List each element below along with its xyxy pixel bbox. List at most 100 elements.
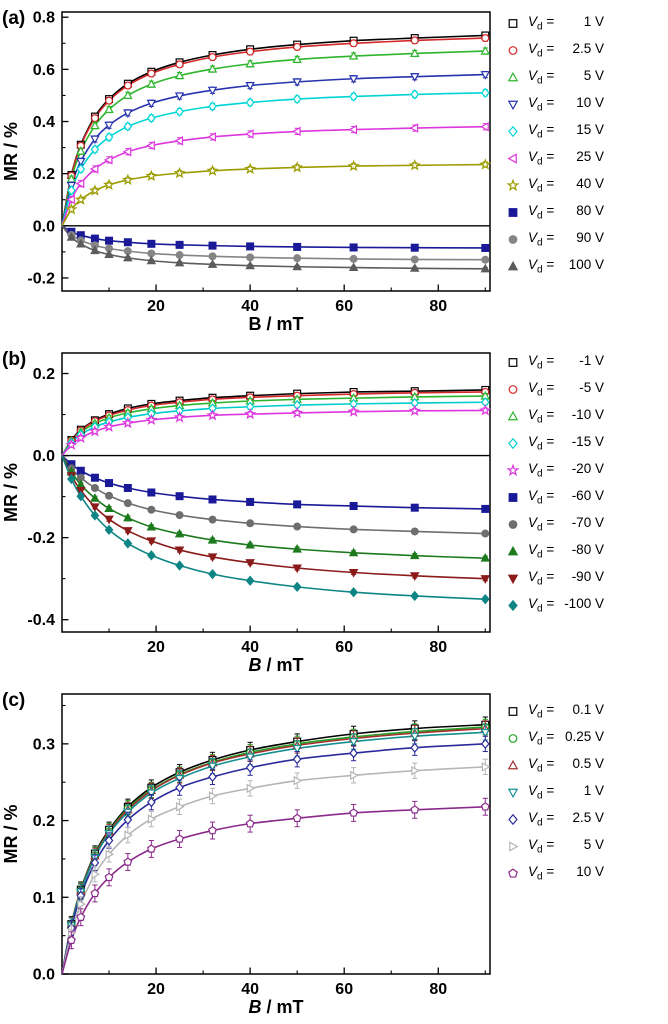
- triangle-up-marker: [207, 259, 218, 268]
- pentagon-marker: [104, 872, 114, 882]
- triangle-down-marker: [348, 569, 359, 578]
- legend-item: Vd = 1 V: [504, 10, 668, 37]
- diamond-marker: [104, 131, 114, 143]
- legend-label: Vd = 0.5 V: [528, 756, 604, 775]
- diamond-marker: [67, 185, 76, 196]
- legend-marker: [508, 707, 518, 716]
- triangle-up-marker: [104, 503, 114, 512]
- triangle-right-marker: [411, 765, 420, 776]
- triangle-up-marker: [174, 70, 185, 80]
- triangle-left-marker: [409, 123, 419, 133]
- diamond-marker: [147, 112, 156, 124]
- triangle-down-marker: [348, 75, 359, 84]
- pentagon-marker: [175, 834, 185, 843]
- legend-a: Vd = 1 V Vd = 2.5 V Vd = 5 V Vd = 10 V Vd = …: [498, 0, 668, 341]
- square-marker: [147, 488, 156, 497]
- star-marker: [74, 193, 87, 205]
- legend-item: Vd = -70 V: [504, 511, 668, 538]
- pentagon-legend-marker: [508, 868, 518, 878]
- legend-label: Vd = 0.1 V: [528, 702, 604, 721]
- triangle-right-marker: [293, 775, 303, 786]
- square-marker: [208, 241, 217, 250]
- legend-label: Vd = 1 V: [528, 14, 604, 33]
- triangle-left-marker: [480, 121, 489, 132]
- circle-marker: [246, 519, 255, 528]
- diamond-marker: [123, 814, 133, 825]
- pentagon-marker: [90, 888, 100, 898]
- triangle-down-marker: [207, 762, 218, 772]
- star-marker: [206, 164, 219, 176]
- star-legend-marker: [506, 463, 520, 477]
- legend-marker: [507, 153, 517, 164]
- triangle-down-marker: [207, 86, 218, 96]
- pentagon-marker: [208, 825, 217, 835]
- triangle-down-marker: [292, 78, 302, 88]
- x-tick-label: 20: [147, 639, 165, 656]
- triangle-left-marker: [122, 147, 132, 157]
- triangle-up-marker: [348, 262, 359, 272]
- triangle-left-marker: [292, 126, 301, 137]
- legend-label: Vd = 5 V: [528, 837, 604, 856]
- legend-marker: [508, 46, 518, 55]
- diamond-marker: [175, 782, 184, 793]
- circle-marker: [293, 522, 302, 531]
- diamond-marker: [292, 93, 302, 105]
- legend-marker: [507, 260, 519, 271]
- circle-marker: [410, 36, 419, 45]
- plot-c-wrap: 20 40 60 80 0.0 0.1 0.2 0.3 MR / % B / mT (c): [0, 682, 498, 1024]
- legend-marker: [506, 463, 520, 477]
- triangle-down-marker: [174, 546, 185, 556]
- legend-label: Vd = 40 V: [528, 176, 604, 195]
- triangle-down-marker: [76, 157, 86, 167]
- triangle-up-marker: [245, 539, 255, 549]
- square-marker: [246, 242, 255, 251]
- pentagon-marker: [245, 818, 255, 828]
- legend-label: Vd = 90 V: [528, 230, 604, 249]
- circle-marker: [90, 114, 99, 123]
- square-marker: [76, 466, 85, 475]
- star-marker: [173, 411, 186, 423]
- diamond-marker: [76, 163, 86, 175]
- plot-b-wrap: 20 40 60 80 -0.4 -0.2 0.0 0.2 MR / % B / mT (b): [0, 341, 498, 682]
- diamond-marker: [208, 568, 217, 580]
- series-line: [61, 455, 486, 535]
- circle-marker: [105, 491, 114, 500]
- square-marker: [123, 238, 132, 247]
- legend-label: Vd = 25 V: [528, 149, 604, 168]
- star-marker: [88, 184, 101, 196]
- plot-c-chart: 20 40 60 80 0.0 0.1 0.2 0.3 MR / % B / mT (c): [1, 690, 491, 1017]
- legend-marker: [507, 100, 519, 111]
- y-axis-label: MR / %: [1, 463, 21, 522]
- plot-b-chart: 20 40 60 80 -0.4 -0.2 0.0 0.2 MR / % B / mT (b): [1, 349, 492, 675]
- legend-marker: [509, 841, 519, 852]
- square-marker: [349, 502, 358, 511]
- series-line: [61, 727, 486, 975]
- triangle-down-marker: [245, 753, 255, 763]
- circle-marker: [481, 255, 490, 264]
- diamond-marker: [410, 742, 420, 753]
- legend-marker: [507, 410, 519, 421]
- triangle-down-marker: [409, 732, 420, 742]
- circle-legend-marker: [508, 235, 518, 244]
- legend-label: Vd = 80 V: [528, 203, 604, 222]
- diamond-marker: [76, 491, 86, 502]
- square-marker: [105, 479, 114, 488]
- legend-item: Vd = -20 V: [504, 457, 668, 484]
- legend-label: Vd = 15 V: [528, 122, 604, 141]
- star-marker: [121, 173, 134, 186]
- x-axis-label: B / mT: [248, 314, 303, 334]
- legend-label: Vd = -5 V: [528, 380, 604, 399]
- triangle-down-marker: [174, 92, 185, 102]
- legend-item: Vd = 0.5 V: [504, 752, 668, 779]
- legend-marker: [508, 125, 518, 138]
- triangle-left-marker: [146, 140, 155, 151]
- diamond-marker: [175, 560, 184, 571]
- circle-marker: [410, 255, 419, 264]
- star-marker: [479, 158, 492, 170]
- square-marker: [481, 504, 490, 513]
- y-tick-label: 0.0: [33, 967, 55, 984]
- triangle-right-marker: [350, 770, 359, 781]
- legend-marker: [508, 235, 518, 244]
- legend-marker: [508, 813, 518, 826]
- triangle-down-marker: [409, 572, 420, 581]
